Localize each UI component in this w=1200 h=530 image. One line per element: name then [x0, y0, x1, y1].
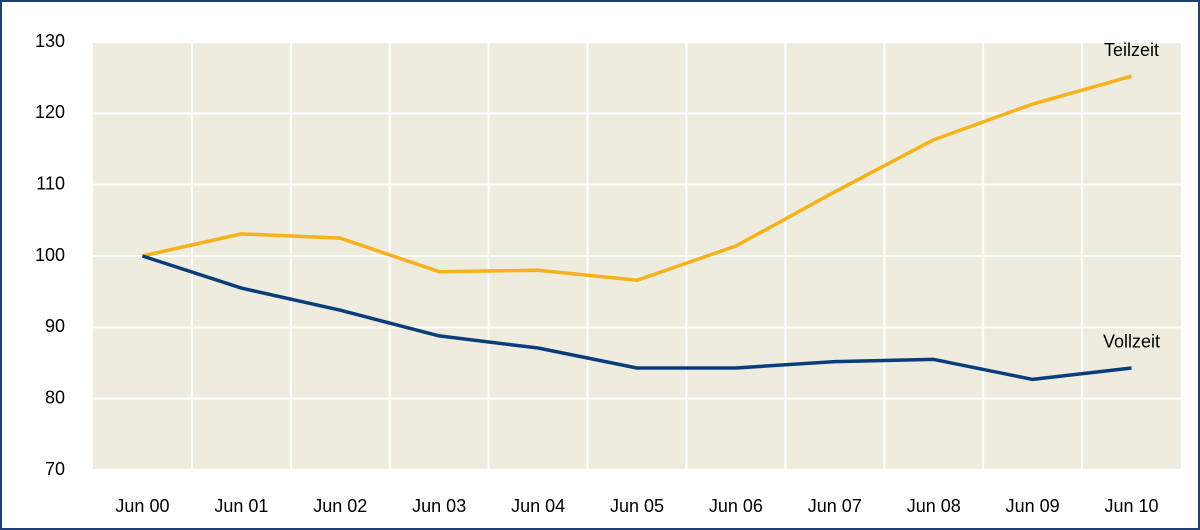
- y-tick-label: 130: [35, 31, 65, 51]
- line-series: [142, 74, 1133, 283]
- x-tick-label: Jun 05: [610, 496, 664, 516]
- y-tick-label: 100: [35, 245, 65, 265]
- y-tick-label: 70: [45, 459, 65, 479]
- x-tick-label: Jun 03: [412, 496, 466, 516]
- y-tick-label: 90: [45, 316, 65, 336]
- line-series: [141, 254, 1132, 382]
- y-tick-label: 110: [36, 173, 65, 193]
- x-tick-label: Jun 06: [709, 496, 763, 516]
- x-tick-label: Jun 01: [214, 496, 268, 516]
- y-tick-label: 80: [45, 387, 65, 407]
- series-label: Vollzeit: [1103, 332, 1160, 352]
- x-tick-label: Jun 00: [115, 496, 169, 516]
- x-tick-label: Jun 04: [511, 496, 565, 516]
- x-tick-label: Jun 10: [1105, 496, 1159, 516]
- series-label: Teilzeit: [1104, 40, 1159, 60]
- x-tick-label: Jun 07: [808, 496, 862, 516]
- y-tick-label: 120: [35, 102, 65, 122]
- x-tick-label: Jun 08: [907, 496, 961, 516]
- x-tick-label: Jun 02: [313, 496, 367, 516]
- x-tick-label: Jun 09: [1006, 496, 1060, 516]
